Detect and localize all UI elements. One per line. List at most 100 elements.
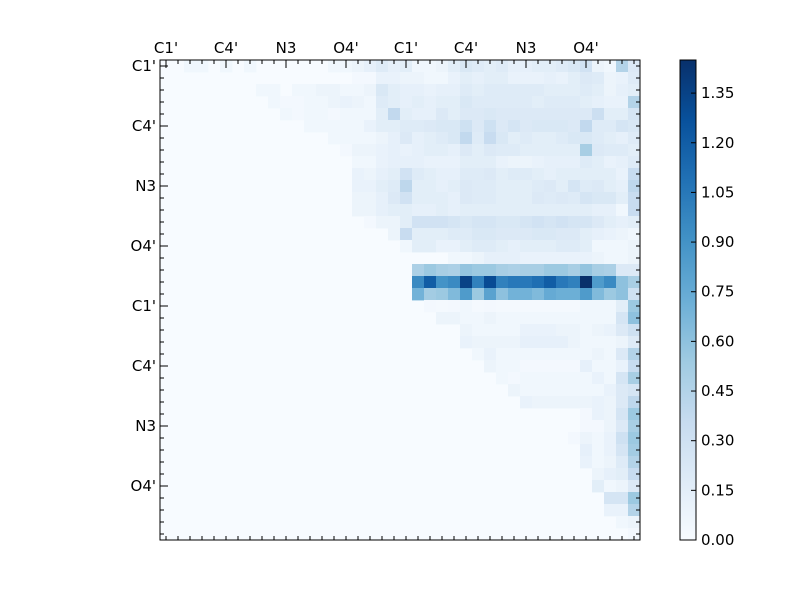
heatmap-cell	[196, 60, 209, 73]
heatmap-cell	[568, 144, 581, 157]
heatmap-cell	[496, 144, 509, 157]
heatmap-cell	[496, 168, 509, 181]
heatmap-cell	[628, 348, 641, 361]
heatmap-cell	[628, 60, 641, 73]
heatmap-cell	[472, 60, 485, 73]
heatmap-cell	[592, 228, 605, 241]
y-axis-ticks: C1' C4' N3 O4' C1' C4' N3 O4'	[131, 57, 640, 535]
heatmap-cell	[532, 180, 545, 193]
heatmap-cell	[472, 216, 485, 229]
heatmap-cell	[268, 84, 281, 97]
heatmap-cell	[628, 384, 641, 397]
heatmap-cell	[604, 84, 617, 97]
heatmap-cell	[496, 252, 509, 265]
heatmap-cell	[340, 144, 353, 157]
heatmap-cell	[628, 228, 641, 241]
heatmap-cell	[532, 168, 545, 181]
heatmap-cell	[628, 264, 641, 277]
heatmap-cell	[532, 372, 545, 385]
heatmap-cell	[628, 84, 641, 97]
heatmap-cell	[532, 396, 545, 409]
heatmap-cell	[592, 240, 605, 253]
heatmap-cell	[556, 360, 569, 373]
heatmap-cell	[544, 264, 557, 277]
heatmap-cell	[556, 96, 569, 109]
heatmap-cell	[460, 96, 473, 109]
heatmap-cell	[568, 264, 581, 277]
heatmap-cell	[616, 144, 629, 157]
heatmap-cell	[496, 108, 509, 121]
heatmap-cell	[580, 408, 593, 421]
heatmap-cell	[496, 324, 509, 337]
heatmap-cell	[472, 204, 485, 217]
heatmap-cell	[568, 132, 581, 145]
heatmap-cell	[616, 228, 629, 241]
heatmap-cell	[520, 240, 533, 253]
heatmap-cell	[424, 84, 437, 97]
heatmap-cell	[352, 96, 365, 109]
heatmap-cell	[520, 72, 533, 85]
heatmap-cell	[568, 204, 581, 217]
heatmap-cell	[580, 360, 593, 373]
heatmap-cell	[436, 108, 449, 121]
heatmap-cell	[388, 120, 401, 133]
heatmap-cell	[580, 132, 593, 145]
heatmap-cell	[556, 276, 569, 289]
heatmap-cell	[448, 204, 461, 217]
heatmap-cell	[592, 384, 605, 397]
heatmap-cell	[592, 192, 605, 205]
x-tick-label: C4'	[454, 39, 478, 57]
heatmap-cell	[448, 288, 461, 301]
heatmap-cell	[568, 276, 581, 289]
heatmap-cell	[508, 84, 521, 97]
heatmap-cell	[556, 300, 569, 313]
heatmap-cell	[364, 216, 377, 229]
heatmap-cell	[544, 348, 557, 361]
heatmap-cell	[376, 156, 389, 169]
heatmap-cell	[520, 192, 533, 205]
heatmap-cell	[592, 60, 605, 73]
heatmap-cell	[448, 264, 461, 277]
heatmap-cell	[532, 108, 545, 121]
heatmap-cell	[412, 228, 425, 241]
heatmap-cell	[424, 168, 437, 181]
heatmap-cell	[424, 192, 437, 205]
heatmap-cell	[628, 252, 641, 265]
heatmap-cell	[376, 84, 389, 97]
heatmap-cell	[496, 312, 509, 325]
heatmap-cell	[400, 132, 413, 145]
heatmap-cell	[496, 156, 509, 169]
heatmap-cell	[460, 312, 473, 325]
heatmap-cell	[520, 384, 533, 397]
colorbar-gradient	[679, 59, 697, 541]
heatmap-cell	[472, 132, 485, 145]
heatmap-cell	[628, 72, 641, 85]
heatmap-cell	[496, 336, 509, 349]
heatmap-cell	[592, 312, 605, 325]
heatmap-cell	[556, 132, 569, 145]
heatmap-cell	[496, 264, 509, 277]
heatmap-cell	[472, 288, 485, 301]
heatmap-cell	[604, 336, 617, 349]
heatmap-cell	[568, 396, 581, 409]
heatmap-cell	[544, 372, 557, 385]
colorbar: 0.00 0.15 0.30 0.45 0.60 0.75 0.90 1.05 1.20 1.35	[679, 59, 734, 549]
heatmap-cell	[604, 360, 617, 373]
heatmap-cell	[628, 204, 641, 217]
colorbar-tick-label: 0.90	[701, 233, 734, 251]
heatmap-cell	[580, 180, 593, 193]
heatmap-cell	[460, 180, 473, 193]
heatmap-cell	[520, 228, 533, 241]
heatmap-cell	[580, 444, 593, 457]
heatmap-cell	[568, 324, 581, 337]
heatmap-cell	[520, 252, 533, 265]
heatmap-cell	[496, 84, 509, 97]
heatmap-cell	[436, 204, 449, 217]
x-tick-label: O4'	[333, 39, 358, 57]
heatmap-cell	[604, 216, 617, 229]
x-tick-label: N3	[516, 39, 537, 57]
heatmap-cell	[532, 240, 545, 253]
heatmap-cell	[616, 372, 629, 385]
heatmap-cell	[448, 96, 461, 109]
heatmap-cell	[628, 108, 641, 121]
